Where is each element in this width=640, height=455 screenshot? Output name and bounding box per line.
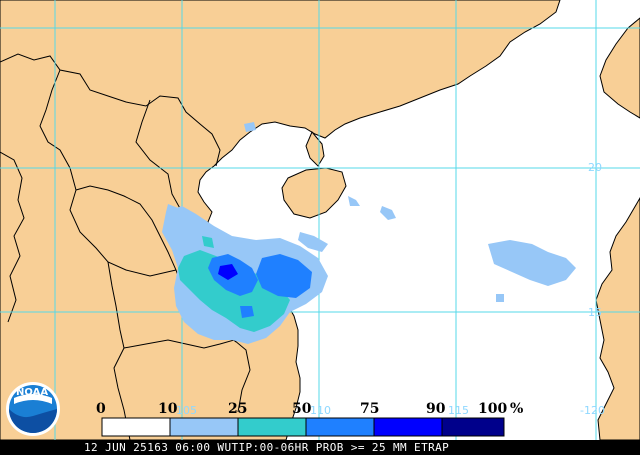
land-taiwan xyxy=(599,17,640,119)
lat-lon-grid xyxy=(0,0,640,440)
legend-swatch-10-25 xyxy=(169,417,239,437)
legend-tick-50: 50 xyxy=(292,401,312,417)
land-mainland xyxy=(0,0,561,441)
legend-swatch-50-75 xyxy=(305,417,375,437)
noaa-logo-text: NOAA xyxy=(16,387,48,398)
legend-tick-10: 10 xyxy=(158,401,178,417)
legend-swatch-0-10 xyxy=(101,417,171,437)
footer-bar xyxy=(0,440,640,455)
legend-swatch-90-100 xyxy=(441,417,505,437)
lat-label-20: 20 xyxy=(588,161,602,174)
legend: 0 10 25 50 75 90 100 % xyxy=(96,401,523,437)
noaa-logo-icon: NOAA xyxy=(6,382,60,436)
lon-label-115: 115 xyxy=(448,404,469,417)
lat-label-15: 15 xyxy=(588,306,602,319)
probability-50-75 xyxy=(208,254,312,318)
legend-swatch-75-90 xyxy=(373,417,443,437)
lon-label-110: 110 xyxy=(310,404,331,417)
legend-tick-90: 90 xyxy=(426,401,446,417)
legend-unit: % xyxy=(510,401,523,417)
land-luzon xyxy=(595,197,640,441)
legend-tick-75: 75 xyxy=(360,401,379,417)
legend-tick-0: 0 xyxy=(96,401,106,417)
legend-swatch-25-50 xyxy=(237,417,307,437)
lon-label-120: -120 xyxy=(580,404,605,417)
footer-caption: 12 JUN 25163 06:00 WUTIP:00-06HR PROB >=… xyxy=(84,441,449,454)
legend-tick-100: 100 xyxy=(478,401,507,417)
probability-75-90 xyxy=(218,264,238,280)
lon-label-105: 105 xyxy=(176,404,197,417)
legend-tick-25: 25 xyxy=(228,401,247,417)
